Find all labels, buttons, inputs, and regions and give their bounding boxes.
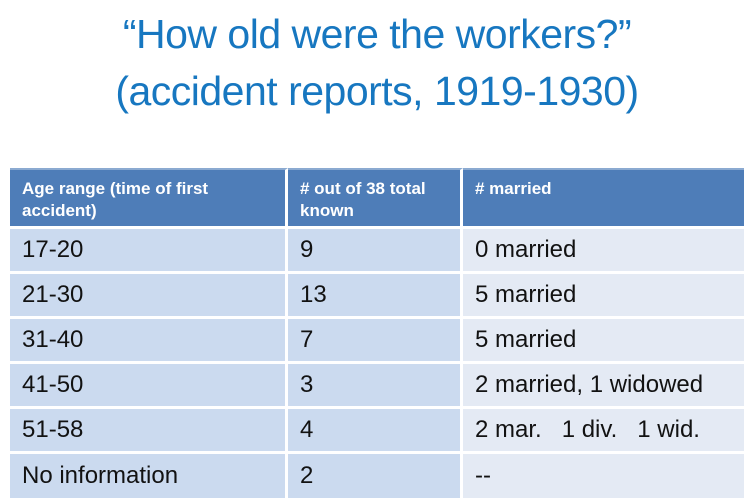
header-age-range: Age range (time of first accident) — [10, 168, 288, 229]
cell-married: -- — [463, 454, 744, 498]
cell-count: 4 — [288, 409, 463, 454]
table-row: No information 2 -- — [10, 454, 744, 498]
title-line-1: “How old were the workers?” — [122, 11, 632, 57]
table-header-row: Age range (time of first accident) # out… — [10, 168, 744, 229]
cell-married: 2 mar. 1 div. 1 wid. — [463, 409, 744, 454]
title-line-2: (accident reports, 1919-1930) — [115, 68, 639, 114]
age-table: Age range (time of first accident) # out… — [10, 168, 744, 498]
table-row: 17-20 9 0 married — [10, 229, 744, 274]
cell-count: 2 — [288, 454, 463, 498]
table-row: 31-40 7 5 married — [10, 319, 744, 364]
table-row: 21-30 13 5 married — [10, 274, 744, 319]
table-row: 51-58 4 2 mar. 1 div. 1 wid. — [10, 409, 744, 454]
cell-age-range: 31-40 — [10, 319, 288, 364]
cell-age-range: 17-20 — [10, 229, 288, 274]
slide-title: “How old were the workers?” (accident re… — [0, 0, 754, 120]
header-married: # married — [463, 168, 744, 229]
cell-count: 3 — [288, 364, 463, 409]
table-row: 41-50 3 2 married, 1 widowed — [10, 364, 744, 409]
cell-married: 5 married — [463, 274, 744, 319]
cell-married: 0 married — [463, 229, 744, 274]
cell-count: 13 — [288, 274, 463, 319]
cell-count: 7 — [288, 319, 463, 364]
cell-age-range: 41-50 — [10, 364, 288, 409]
cell-married: 5 married — [463, 319, 744, 364]
cell-married: 2 married, 1 widowed — [463, 364, 744, 409]
header-count-known: # out of 38 total known — [288, 168, 463, 229]
cell-age-range: 21-30 — [10, 274, 288, 319]
cell-age-range: 51-58 — [10, 409, 288, 454]
cell-count: 9 — [288, 229, 463, 274]
cell-age-range: No information — [10, 454, 288, 498]
